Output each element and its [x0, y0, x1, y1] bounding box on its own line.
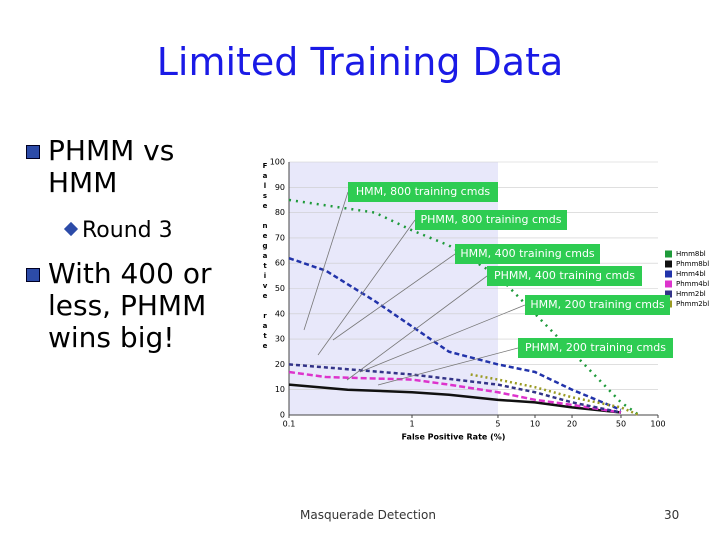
legend-label: Phmm2bl — [676, 300, 709, 308]
legend-swatch — [665, 260, 672, 268]
x-tick-label: 10 — [530, 420, 540, 429]
annotation: PHMM, 400 training cmds — [494, 269, 635, 282]
y-tick-label: 0 — [280, 411, 285, 420]
footer-text: Masquerade Detection — [300, 508, 436, 522]
legend-swatch — [665, 250, 672, 258]
series-line — [288, 370, 622, 414]
y-tick-label: 50 — [275, 284, 285, 293]
annotation-box — [487, 266, 642, 286]
legend-swatch — [665, 290, 672, 298]
y-axis-label: False negative rate — [261, 162, 269, 352]
annotation-box — [525, 295, 670, 315]
annotation-box — [518, 338, 673, 358]
leader-line — [377, 347, 519, 386]
series-line — [288, 256, 622, 412]
series-line — [288, 363, 622, 414]
y-tick-label: 30 — [275, 335, 285, 344]
y-tick-label: 40 — [275, 309, 285, 318]
leader-line — [303, 191, 349, 331]
annotation-box — [415, 210, 567, 230]
series-line — [288, 383, 622, 414]
legend-label: Phmm4bl — [676, 280, 709, 288]
leader-line — [346, 275, 488, 381]
x-tick-label: 100 — [650, 420, 665, 429]
legend-swatch — [665, 280, 672, 288]
legend-label: Hmm8bl — [676, 250, 706, 258]
y-tick-label: 100 — [270, 158, 285, 167]
y-tick-label: 20 — [275, 360, 285, 369]
leader-line — [317, 219, 416, 356]
x-tick-label: 50 — [616, 420, 626, 429]
bullet: With 400 or less, PHMM wins big! — [26, 258, 248, 354]
sub-bullet: Round 3 — [82, 218, 173, 243]
y-tick-label: 60 — [275, 259, 285, 268]
annotation: HMM, 800 training cmds — [356, 185, 491, 198]
y-tick-label: 10 — [275, 385, 285, 394]
legend-label: Hmm4bl — [676, 270, 706, 278]
annotation-box — [348, 182, 498, 202]
x-tick-label: 0.1 — [283, 420, 296, 429]
bullet: PHMM vs HMM — [26, 135, 218, 199]
y-tick-label: 70 — [275, 233, 285, 242]
legend-swatch — [665, 270, 672, 278]
slide-title: Limited Training Data — [156, 40, 564, 84]
x-tick-label: 20 — [567, 420, 577, 429]
annotation-box — [455, 244, 600, 264]
page-number: 30 — [664, 508, 680, 522]
legend-label: Phmm8bl — [676, 260, 709, 268]
y-tick-label: 90 — [275, 183, 285, 192]
annotation: HMM, 400 training cmds — [460, 247, 595, 260]
y-tick-label: 80 — [275, 208, 285, 217]
leader-line — [359, 304, 526, 373]
x-tick-label: 1 — [409, 420, 414, 429]
annotation: PHMM, 200 training cmds — [525, 341, 666, 354]
annotation: HMM, 200 training cmds — [530, 298, 665, 311]
leader-line — [332, 253, 456, 341]
x-axis-label: False Positive Rate (%) — [402, 433, 506, 442]
annotation: PHMM, 800 training cmds — [421, 213, 562, 226]
x-tick-label: 5 — [495, 420, 500, 429]
legend-label: Hmm2bl — [676, 290, 706, 298]
